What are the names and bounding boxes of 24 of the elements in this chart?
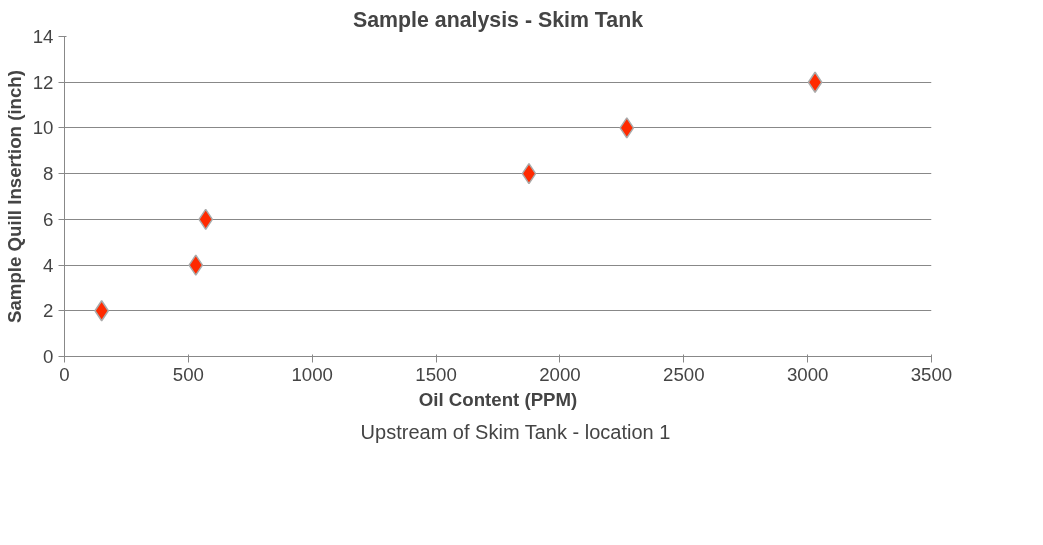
- point: [619, 117, 635, 139]
- y-axis-title: Sample Quill Insertion (inch): [3, 70, 25, 323]
- y-tick-label: 2: [43, 300, 54, 322]
- point: [94, 300, 110, 322]
- y-tick-label: 12: [32, 71, 54, 93]
- x-tick-label: 1500: [415, 363, 457, 385]
- x-tick-label: 2500: [663, 363, 705, 385]
- y-tick-label: 14: [32, 26, 54, 47]
- y-tick-label: 6: [43, 208, 54, 230]
- x-axis-title: Oil Content (PPM): [418, 388, 578, 410]
- y-tick-label: 10: [32, 117, 54, 139]
- x-tick-label: 1000: [291, 363, 333, 385]
- x-tick-label: 3000: [786, 363, 829, 385]
- chart-title: Sample analysis - Skim Tank: [352, 7, 644, 32]
- x-tick-label: 2000: [539, 363, 581, 385]
- point: [188, 254, 204, 276]
- x-tick-label: 3500: [910, 363, 953, 385]
- y-tick-label: 4: [43, 254, 54, 276]
- point: [807, 71, 823, 93]
- x-tick-label: 0: [59, 363, 70, 385]
- text: Upstream of Skim Tank - location 1: [360, 420, 671, 444]
- x-tick-label: 500: [172, 363, 204, 385]
- y-tick-label: 0: [43, 346, 54, 367]
- y-tick-label: 8: [43, 163, 54, 185]
